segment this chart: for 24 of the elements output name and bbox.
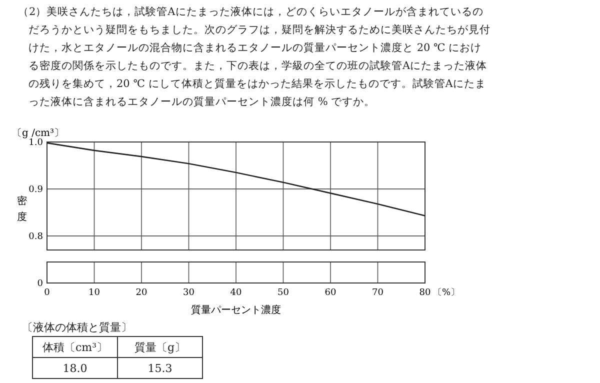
y-tick-label: 1.0 xyxy=(28,138,44,148)
y-tick-label: 0.9 xyxy=(28,184,44,195)
y-axis-title: 密度 xyxy=(17,195,27,223)
x-tick-label: 70 xyxy=(372,288,384,298)
x-tick-label: 60 xyxy=(324,288,336,298)
x-tick-label: 0 xyxy=(44,288,50,298)
x-tick-label: 10 xyxy=(88,288,100,298)
x-tick-label: 20 xyxy=(136,288,148,298)
text: 質量〔g〕 xyxy=(118,336,202,358)
text: 体積〔cm³〕 xyxy=(32,336,118,358)
text: 15.3 xyxy=(118,358,202,378)
text: 18.0 xyxy=(32,358,118,378)
x-tick-label: 40 xyxy=(230,288,242,298)
chart-title: （2）美咲さんたちは，試験管Aにたまった液体には，どのくらいエタノールが含まれているのだろうかという疑問をもちました。次のグラフは，疑問を解決するために美咲さんたちが見付けた，水とエタノールの混合物に含まれるエタノールの質量パーセント濃度と 20 ℃ における密度の関係を示したものです。また，下の表は，学級の全ての班の試験管Aにたまった液体の残りを集めて，20 ℃ にして体積と質量をはかった結果を示したものです。試験管Aにたまった液体に含まれるエタノールの質量パーセント濃度は何 % ですか。 xyxy=(18,5,490,110)
x-tick-label: 30 xyxy=(183,288,195,298)
x-tick-label: 50 xyxy=(278,288,290,298)
x-axis-title: 質量パーセント濃度 xyxy=(191,304,281,316)
line-series xyxy=(46,142,426,216)
y-tick-label: 0.8 xyxy=(28,232,44,242)
text: 〔液体の体積と質量〕 xyxy=(22,320,132,335)
x-tick-label: 80 xyxy=(419,288,431,298)
text: 0 xyxy=(37,279,44,289)
text: 〔g /cm³〕 xyxy=(12,127,64,139)
text: 〔%〕 xyxy=(433,287,460,298)
